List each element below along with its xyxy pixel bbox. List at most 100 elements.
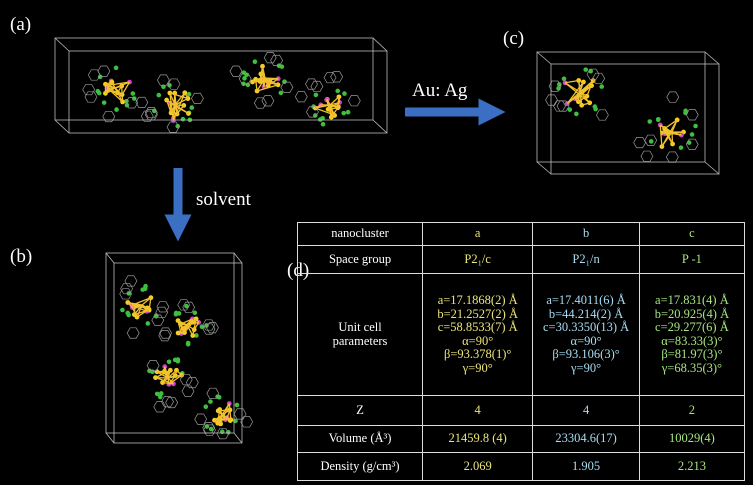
atom xyxy=(114,107,119,112)
ligand xyxy=(641,151,653,161)
atom xyxy=(131,91,136,96)
table-cell: Density (g/cm³) xyxy=(298,453,423,481)
table-cell: P2₁/n xyxy=(533,246,639,274)
cell-edge xyxy=(537,52,551,64)
figure: (a) (b) (c) (d) Au: Ag solvent nanoclust… xyxy=(0,0,753,485)
atom xyxy=(174,312,179,317)
ligand xyxy=(667,92,679,102)
ligand xyxy=(546,95,558,105)
atom xyxy=(246,83,251,88)
cell-line: β=93.106(3)° xyxy=(535,348,636,362)
cell-line: β=81.97(3)° xyxy=(642,348,742,362)
cell-line: b=20.925(4) Å xyxy=(642,308,742,322)
table-cell: 2.213 xyxy=(639,453,744,481)
ligand xyxy=(207,388,219,398)
cell-line: b=21.2527(2) Å xyxy=(425,308,530,322)
table-cell: 4 xyxy=(423,396,533,426)
panel-label: (c) xyxy=(503,28,524,49)
atom xyxy=(647,119,652,124)
ligand xyxy=(271,55,283,65)
cell-edge xyxy=(373,120,387,133)
cell-line: b=44.214(2) Å xyxy=(535,308,636,322)
atom xyxy=(95,89,100,94)
bond xyxy=(339,97,340,103)
cell-line: α=90° xyxy=(535,335,636,349)
atom xyxy=(143,286,148,291)
cell-edge xyxy=(234,433,242,443)
atom xyxy=(102,100,107,105)
table-cell: a xyxy=(423,223,533,246)
ligand xyxy=(88,70,100,80)
table-cell: Z xyxy=(298,396,423,426)
cell-line: α=90° xyxy=(425,335,530,349)
atom xyxy=(120,308,125,313)
ligand xyxy=(241,417,253,427)
atom xyxy=(193,310,198,315)
table-cell: a=17.831(4) Åb=20.925(4) Åc=29.277(6) Åα… xyxy=(639,274,744,396)
ligand xyxy=(331,72,343,82)
atom xyxy=(679,145,684,150)
cell-edge xyxy=(106,253,114,263)
bond xyxy=(170,103,171,113)
atom xyxy=(318,117,323,122)
atom xyxy=(158,395,163,400)
ligand xyxy=(147,360,159,370)
table-row: Unit cellparametersa=17.1868(2) Åb=21.25… xyxy=(298,274,745,396)
bond xyxy=(663,133,665,134)
table-cell: 10029(4) xyxy=(639,426,744,453)
bond xyxy=(265,78,278,79)
cell-line: α=83.33(3)° xyxy=(642,335,742,349)
ligand xyxy=(264,53,276,63)
ligand xyxy=(666,152,678,162)
atom xyxy=(189,105,194,110)
atom xyxy=(593,107,598,112)
atom xyxy=(693,124,698,129)
table-cell: 21459.8 (4) xyxy=(423,426,533,453)
atom xyxy=(649,139,654,144)
atom xyxy=(156,93,161,98)
ligand xyxy=(127,328,139,338)
atom xyxy=(208,399,213,404)
arrow-label: solvent xyxy=(196,189,252,210)
cell-line: a=17.4011(6) Å xyxy=(535,294,636,308)
atom xyxy=(181,117,186,122)
ligand xyxy=(234,409,246,419)
atom xyxy=(346,110,351,115)
unit-cell xyxy=(537,52,719,174)
table-cell: Unit cellparameters xyxy=(298,274,423,396)
cell-edge xyxy=(705,52,719,64)
atom xyxy=(253,59,258,64)
cell-edge xyxy=(537,52,705,162)
cell-edge xyxy=(373,38,387,51)
atom xyxy=(314,93,319,98)
ligand xyxy=(295,92,307,102)
ligand xyxy=(83,84,95,94)
panel-label: (a) xyxy=(10,14,31,35)
cell-edge xyxy=(705,162,719,174)
ligand xyxy=(154,402,166,412)
cell-line: γ=90° xyxy=(535,362,636,376)
table-cell: 1.905 xyxy=(533,453,639,481)
atom xyxy=(187,92,192,97)
ligand xyxy=(145,109,157,119)
table-cell: 2 xyxy=(639,396,744,426)
table-cell: a=17.4011(6) Åb=44.214(2) Åc=30.3350(13)… xyxy=(533,274,639,396)
table-cell: Space group xyxy=(298,246,423,274)
table-cell: nanocluster xyxy=(298,223,423,246)
ligand xyxy=(160,328,172,338)
cell-line: Unit cell xyxy=(300,321,420,335)
atom xyxy=(203,404,208,409)
table-cell: Volume (Å³) xyxy=(298,426,423,453)
ligand xyxy=(262,96,274,106)
atom xyxy=(562,76,567,81)
atom xyxy=(167,359,172,364)
ligand xyxy=(98,66,110,76)
bond xyxy=(660,125,662,147)
atom xyxy=(341,111,346,116)
cell-edge xyxy=(106,433,114,443)
table-cell: 4 xyxy=(533,396,639,426)
ligand xyxy=(180,374,192,384)
atom xyxy=(321,122,326,127)
ligand xyxy=(159,330,171,340)
